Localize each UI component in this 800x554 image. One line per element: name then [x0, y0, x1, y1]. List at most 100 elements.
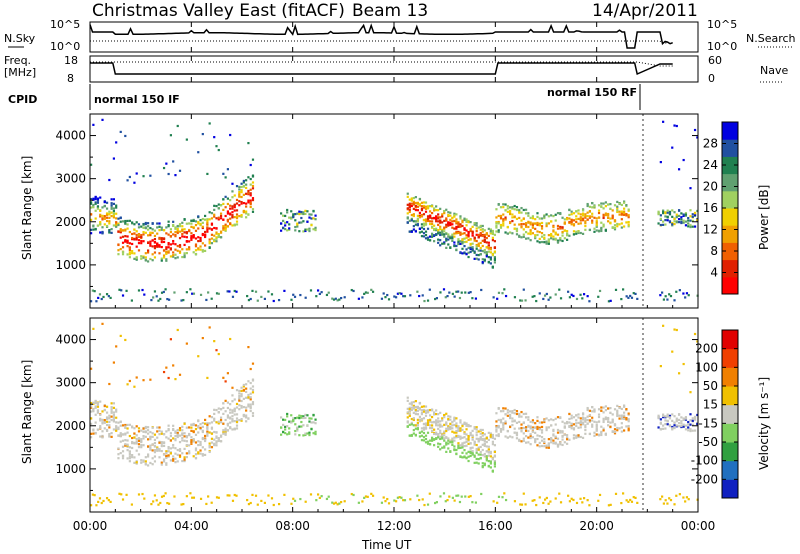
velocity-cell [428, 426, 432, 430]
power-cell [559, 239, 562, 242]
velocity-cell [443, 446, 446, 449]
power-cell [620, 213, 623, 216]
power-cell [659, 217, 662, 220]
power-cell [435, 215, 438, 218]
velocity-cell [595, 429, 598, 432]
velocity-cell [471, 446, 474, 449]
power-cell [566, 230, 569, 233]
velocity-cell [94, 402, 97, 405]
power-cell [575, 232, 578, 235]
power-cell [524, 224, 528, 227]
velocity-cell [183, 459, 186, 463]
velocity-cell [90, 436, 93, 439]
velocity-cell [439, 435, 442, 438]
velocity-cell [561, 420, 564, 423]
velocity-cell [479, 438, 482, 441]
velocity-cell [531, 427, 535, 431]
velocity-cell [240, 395, 243, 398]
velocity-cell [201, 421, 204, 425]
velocity-cell [105, 411, 109, 414]
power-cell [110, 231, 113, 234]
velocity-cell [465, 424, 468, 427]
power-colorbar-label: Power [dB] [757, 185, 771, 250]
power-cell [165, 258, 168, 261]
velocity-cell [149, 378, 152, 381]
power-cell [568, 296, 571, 299]
velocity-cell [208, 422, 211, 425]
power-cell [420, 235, 424, 238]
power-cell [96, 197, 100, 201]
power-cell [691, 213, 694, 216]
power-cell [455, 220, 458, 223]
power-cell [240, 189, 243, 192]
power-cell [492, 296, 495, 299]
velocity-cell [423, 503, 426, 507]
velocity-cell [174, 447, 177, 450]
velocity-cell [495, 412, 498, 415]
power-cell [340, 296, 343, 300]
power-cell [167, 223, 170, 227]
velocity-cell [463, 422, 466, 426]
power-cell [300, 212, 303, 215]
velocity-cell [534, 426, 537, 429]
power-cell [504, 294, 508, 298]
velocity-cell [180, 503, 183, 506]
power-cell [439, 239, 442, 242]
power-cell [155, 295, 158, 298]
power-cell [579, 216, 582, 219]
nave-tick-bottom: 0 [708, 72, 715, 85]
velocity-cell [160, 442, 163, 445]
power-cell [229, 212, 232, 215]
velocity-cell [447, 417, 450, 421]
power-cell [677, 218, 681, 221]
velocity-cell [627, 413, 630, 416]
velocity-cell [137, 493, 141, 496]
velocity-cell [602, 427, 605, 430]
power-cell [439, 225, 442, 228]
power-cell [533, 295, 536, 298]
power-cell [222, 172, 225, 175]
power-cell [616, 225, 619, 228]
power-cell [115, 217, 118, 220]
velocity-cell [251, 385, 255, 388]
power-cell [439, 207, 442, 210]
power-cell [455, 222, 458, 225]
velocity-cell [153, 455, 157, 458]
velocity-cell [306, 432, 309, 435]
velocity-cell [185, 342, 188, 345]
power-cell [485, 236, 488, 240]
power-cell [366, 291, 369, 294]
power-cell [300, 221, 303, 224]
power-cell [135, 233, 138, 237]
velocity-cell [428, 414, 432, 417]
noise-right-tick-bottom: 10^0 [707, 40, 737, 53]
velocity-cell [246, 498, 249, 502]
velocity-cell [485, 455, 488, 458]
velocity-cell [174, 434, 177, 438]
power-cell [190, 232, 193, 235]
power-cell [479, 228, 482, 231]
velocity-cell [137, 453, 141, 456]
velocity-cell [662, 324, 665, 327]
power-cell [677, 168, 681, 171]
velocity-cell [217, 422, 220, 425]
power-cell [235, 215, 239, 219]
velocity-cell [547, 442, 550, 445]
power-cell [545, 242, 548, 245]
velocity-cell [461, 442, 464, 446]
power-cell [475, 222, 478, 225]
velocity-cell [121, 424, 125, 427]
velocity-cell [449, 415, 452, 418]
velocity-cell [205, 502, 208, 506]
velocity-cell [465, 457, 468, 460]
velocity-cell [550, 436, 553, 440]
power-cell [110, 204, 113, 207]
velocity-colorbar-label: Velocity [m s⁻¹] [757, 377, 771, 470]
time-axis-label: Time UT [361, 538, 412, 552]
velocity-cell [124, 439, 127, 442]
velocity-cell [242, 388, 245, 392]
power-cell [520, 299, 524, 302]
power-cell [167, 251, 170, 254]
